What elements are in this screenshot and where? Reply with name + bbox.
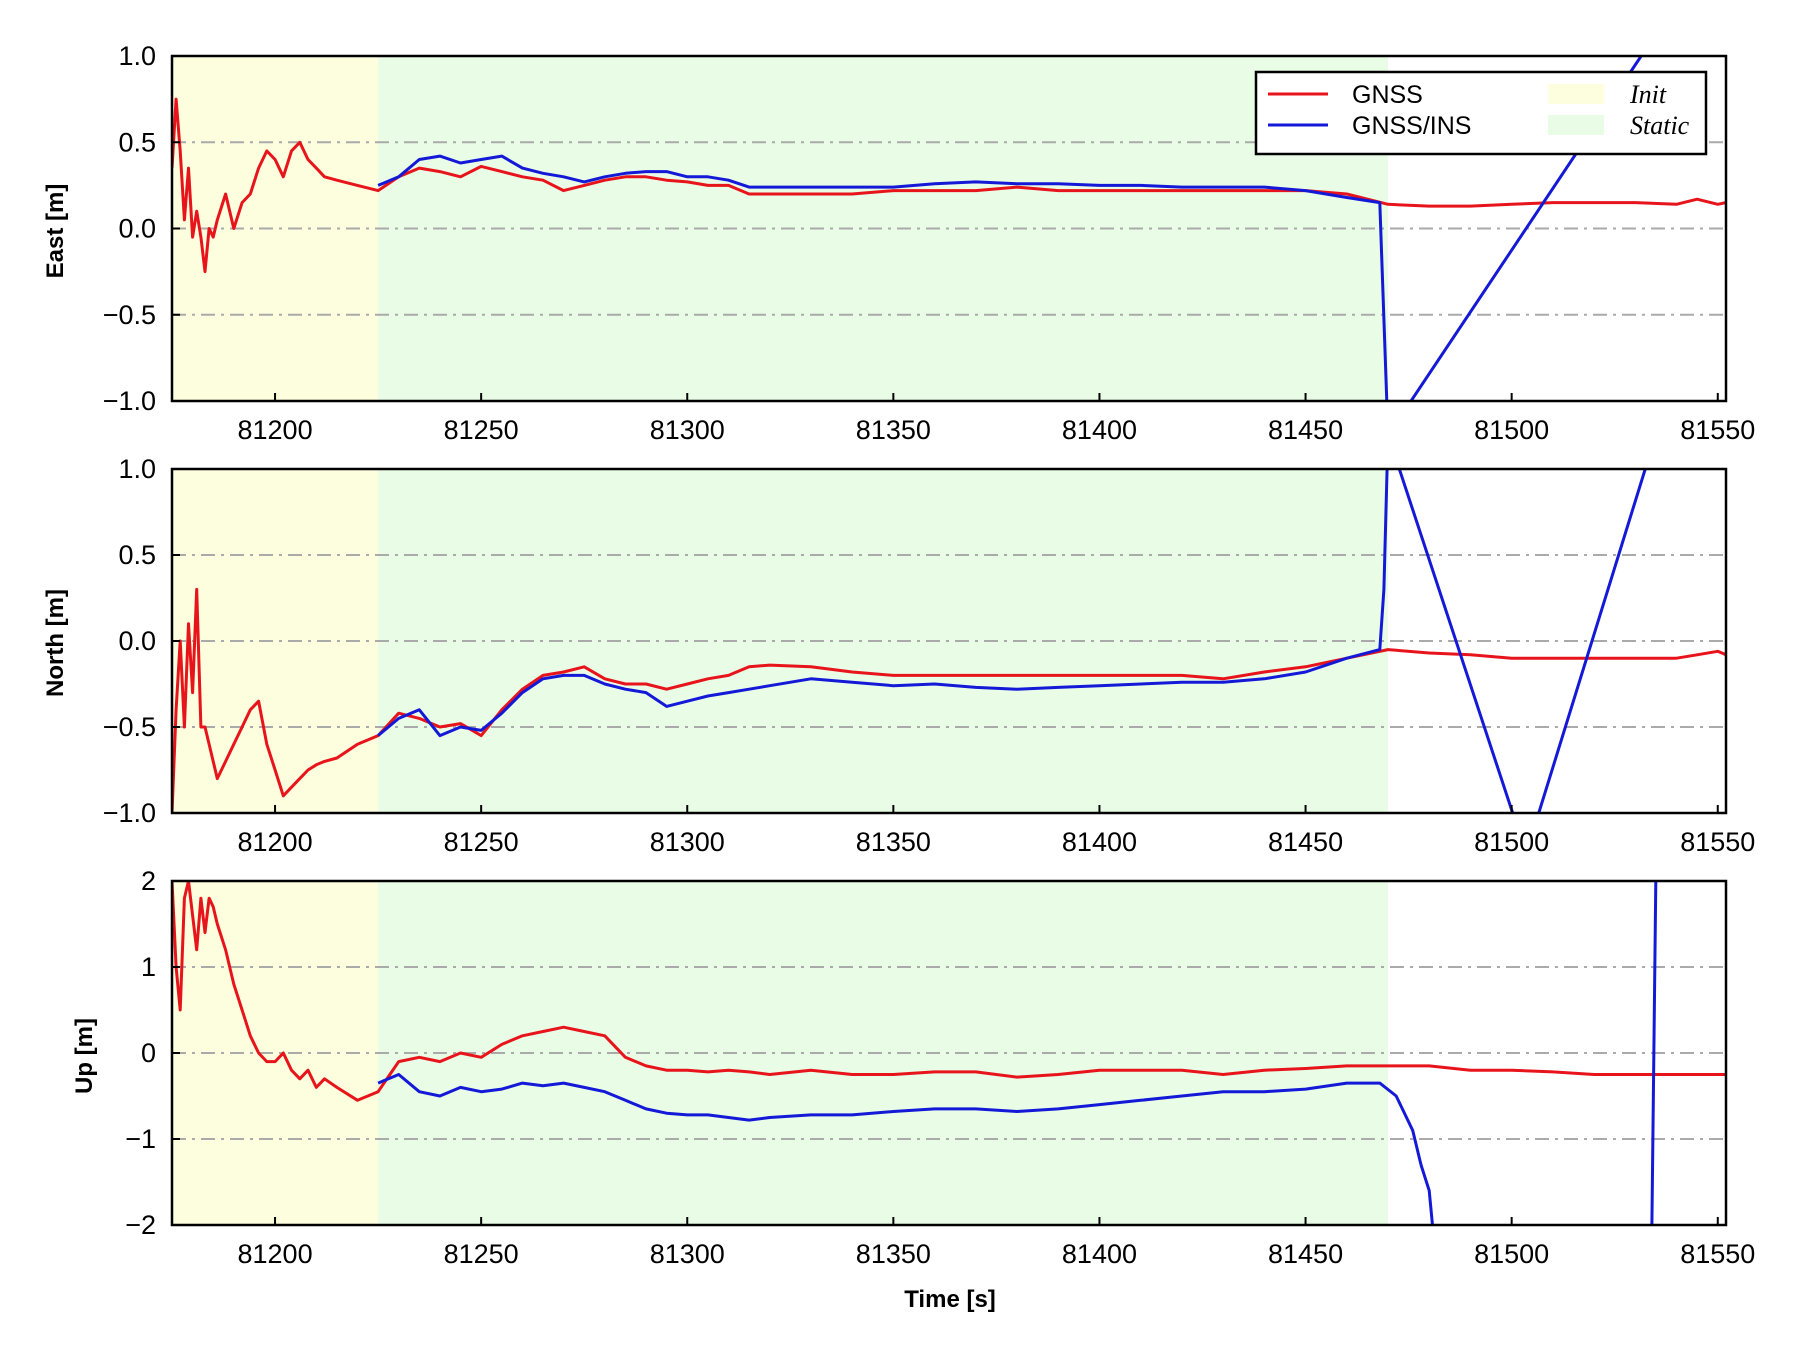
legend-label-gnss-ins: GNSS/INS (1352, 112, 1471, 140)
panel-east: 81200 81250 81300 81350 81400 81450 81500 81550… (42, 41, 1756, 445)
xtick-label-north: 81300 (650, 827, 725, 857)
ytick-label-up: 2 (141, 866, 156, 896)
series-gnss-ins-east (377, 56, 1643, 401)
ytick-label-north: 1.0 (118, 454, 156, 484)
xtick-label-east: 81350 (856, 415, 931, 445)
xtick-label-north: 81550 (1680, 827, 1755, 857)
ticks-north: 81200 81250 81300 81350 81400 81450 81500 81550… (103, 454, 1756, 857)
ytick-label-up: −2 (125, 1210, 156, 1240)
xtick-label-east: 81200 (238, 415, 313, 445)
ylabel-east: East [m] (42, 184, 69, 279)
ytick-label-east: −0.5 (103, 300, 156, 330)
xtick-label-north: 81250 (444, 827, 519, 857)
plot-east (172, 56, 1726, 401)
xtick-label-east: 81550 (1680, 415, 1755, 445)
xtick-label-east: 81250 (444, 415, 519, 445)
ticks-up: 81200 81250 81300 81350 81400 81450 81500 81550… (125, 866, 1755, 1269)
xtick-label-north: 81400 (1062, 827, 1137, 857)
xtick-label-east: 81500 (1474, 415, 1549, 445)
xtick-label-north: 81200 (238, 827, 313, 857)
ytick-label-north: −0.5 (103, 712, 156, 742)
ticks-east: 81200 81250 81300 81350 81400 81450 81500 81550… (103, 41, 1756, 445)
legend: GNSS GNSS/INS Init Static (1254, 70, 1708, 156)
ytick-label-east: 0.0 (118, 214, 156, 244)
xtick-label-north: 81500 (1474, 827, 1549, 857)
xtick-label-up: 81300 (650, 1239, 725, 1269)
series-gnss-ins-north (377, 469, 1647, 813)
xtick-label-north: 81350 (856, 827, 931, 857)
ytick-label-east: −1.0 (103, 386, 156, 416)
ytick-label-north: 0.5 (118, 540, 156, 570)
xtick-label-east: 81300 (650, 415, 725, 445)
series-gnss-north (172, 587, 1726, 813)
xtick-label-up: 81400 (1062, 1239, 1137, 1269)
ytick-label-north: 0.0 (118, 626, 156, 656)
ytick-label-east: 1.0 (118, 41, 156, 71)
grid-up (172, 966, 1726, 1140)
xtick-label-up: 81350 (856, 1239, 931, 1269)
ytick-label-north: −1.0 (103, 798, 156, 828)
grid-east (172, 141, 1726, 316)
xtick-label-east: 81400 (1062, 415, 1137, 445)
ytick-label-up: 1 (141, 952, 156, 982)
grid-north (172, 554, 1726, 728)
xtick-label-north: 81450 (1268, 827, 1343, 857)
legend-label-init: Init (1629, 80, 1667, 109)
xtick-label-up: 81450 (1268, 1239, 1343, 1269)
legend-box (1254, 70, 1708, 156)
xtick-label-up: 81250 (444, 1239, 519, 1269)
xtick-label-up: 81500 (1474, 1239, 1549, 1269)
ylabel-north: North [m] (42, 589, 69, 697)
series-gnss-up (172, 881, 1726, 1102)
xtick-label-up: 81200 (238, 1239, 313, 1269)
ytick-label-up: 0 (141, 1038, 156, 1068)
ytick-label-east: 0.5 (118, 127, 156, 157)
series-gnss-ins-up (377, 881, 1658, 1225)
legend-swatch-static (1548, 115, 1604, 135)
legend-label-static: Static (1630, 111, 1690, 140)
ylabel-up: Up [m] (71, 1018, 98, 1094)
xtick-label-up: 81550 (1680, 1239, 1755, 1269)
legend-swatch-init (1548, 84, 1604, 104)
legend-label-gnss: GNSS (1352, 81, 1423, 109)
panel-up: 81200 81250 81300 81350 81400 81450 81500 81550… (71, 866, 1755, 1269)
xlabel: Time [s] (904, 1286, 996, 1313)
xtick-label-east: 81450 (1268, 415, 1343, 445)
plot-north (172, 469, 1726, 813)
panel-north: 81200 81250 81300 81350 81400 81450 81500 81550… (42, 454, 1756, 857)
plot-up (172, 881, 1726, 1225)
ytick-label-up: −1 (125, 1124, 156, 1154)
